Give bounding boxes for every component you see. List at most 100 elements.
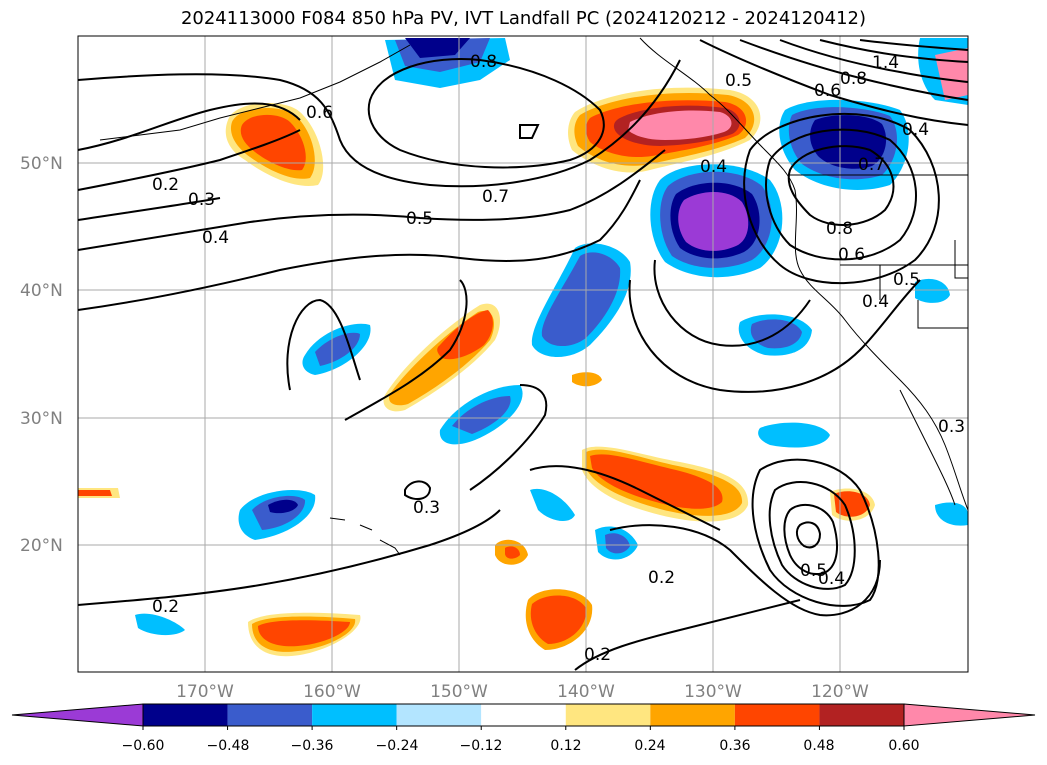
contour-line (739, 39, 969, 101)
contour-line (628, 279, 921, 393)
colorbar-segment (143, 704, 228, 726)
colorbar-tick-label: 0.36 (719, 738, 750, 754)
contour-label: 0.5 (406, 209, 433, 229)
colorbar-segment (734, 704, 820, 726)
shade-blob (590, 454, 723, 509)
colorbar-segment (227, 704, 313, 726)
lat-label: 40°N (20, 281, 63, 301)
contour-label: 0.6 (814, 81, 841, 101)
contour-line (519, 124, 540, 139)
colorbar-tick-labels: −0.60 −0.48 −0.36 −0.24 −0.12 0.12 0.24 … (122, 738, 920, 754)
shade-blob (758, 422, 830, 448)
shade-blob (135, 613, 185, 636)
colorbar-tick-label: −0.12 (460, 738, 503, 754)
colorbar-outline (142, 703, 905, 727)
colorbar-segment (481, 704, 566, 726)
contour-line (783, 503, 839, 575)
lat-label: 20°N (20, 536, 63, 556)
contour-label: 0.5 (725, 71, 752, 91)
contour-label: 0.4 (700, 157, 727, 177)
shade-blob (541, 252, 621, 347)
shade-blob (78, 490, 112, 496)
contour-line (77, 179, 641, 311)
colorbar-tick-label: −0.24 (376, 738, 419, 754)
shade-blob (405, 38, 470, 58)
contour-label: 0.7 (858, 155, 885, 175)
gridlines (78, 36, 968, 672)
map-frame (77, 35, 969, 673)
contour-label: 0.4 (902, 120, 929, 140)
contour-label: 0.8 (826, 219, 853, 239)
colorbar-segment (565, 704, 651, 726)
shade-blob (452, 396, 511, 434)
contour-label: 0.2 (152, 175, 179, 195)
contour-line (768, 481, 856, 590)
colorbar: −0.60 −0.48 −0.36 −0.24 −0.12 0.12 0.24 … (11, 703, 1036, 754)
shade-blob (505, 546, 520, 559)
contour-label: 0.2 (152, 597, 179, 617)
coastline-aleutians (99, 44, 411, 141)
coastline-north-america (639, 37, 969, 511)
contour-line (795, 521, 822, 549)
contour-line (779, 39, 969, 83)
lat-label: 50°N (20, 154, 63, 174)
contour-label: 0.5 (893, 270, 920, 290)
contour-line (469, 384, 548, 491)
contour-label: 0.2 (584, 645, 611, 665)
contour-label: 0.8 (470, 52, 497, 72)
shade-blob (530, 488, 575, 522)
contour-label: 0.6 (306, 103, 333, 123)
contour-line (367, 58, 605, 169)
coastline-hawaii (329, 517, 401, 556)
map-title: 2024113000 F084 850 hPa PV, IVT Landfall… (180, 8, 867, 29)
shade-blob (268, 499, 298, 514)
lon-label: 130°W (684, 682, 742, 702)
contours (77, 39, 969, 671)
colorbar-tick-label: 0.24 (634, 738, 665, 754)
contour-label: 0.6 (838, 245, 865, 265)
shade-blob (240, 114, 306, 171)
contour-labels: 0.8 1.4 0.5 0.6 0.8 0.4 0.6 0.2 0.3 0.4 … (152, 52, 965, 665)
colorbar-tick-label: −0.60 (122, 738, 165, 754)
contour-label: 0.8 (840, 69, 867, 89)
coastlines (99, 37, 969, 556)
contour-line (286, 298, 361, 391)
colorbar-tick-label: 0.48 (803, 738, 834, 754)
colorbar-extend-max (903, 703, 1036, 727)
contour-label: 0.3 (413, 498, 440, 518)
contour-label: 0.5 (800, 561, 827, 581)
contour-line (77, 197, 221, 221)
contour-line (77, 129, 301, 191)
shade-blob (915, 278, 950, 303)
colorbar-segment (396, 704, 482, 726)
colorbar-tick-label: −0.48 (207, 738, 250, 754)
contour-label: 1.4 (872, 53, 899, 73)
contour-label: 0.3 (188, 190, 215, 210)
latitude-labels: 50°N 40°N 30°N 20°N (20, 154, 63, 556)
colorbar-segment (819, 704, 904, 726)
contour-label: 0.4 (202, 228, 229, 248)
colorbar-tick-label: 0.60 (888, 738, 919, 754)
contour-line (77, 102, 301, 151)
contour-line (819, 39, 969, 63)
contour-line (743, 112, 940, 285)
lon-label: 140°W (557, 682, 615, 702)
contour-line (77, 149, 666, 251)
contour-line (859, 39, 969, 51)
contour-line (574, 599, 801, 671)
lon-label: 150°W (430, 682, 488, 702)
contour-line (751, 458, 880, 607)
shade-blob (935, 502, 968, 526)
contour-line (77, 59, 681, 188)
colorbar-segments (11, 703, 1036, 730)
longitude-labels: 170°W 160°W 150°W 140°W 130°W 120°W (176, 682, 869, 702)
lon-label: 120°W (811, 682, 869, 702)
contour-line (344, 279, 468, 421)
contour-label: 0.3 (938, 417, 965, 437)
lon-label: 170°W (176, 682, 234, 702)
contour-line (77, 509, 501, 606)
colorbar-segment (312, 704, 397, 726)
shade-blob (605, 533, 630, 554)
contour-label: 0.7 (482, 187, 509, 207)
